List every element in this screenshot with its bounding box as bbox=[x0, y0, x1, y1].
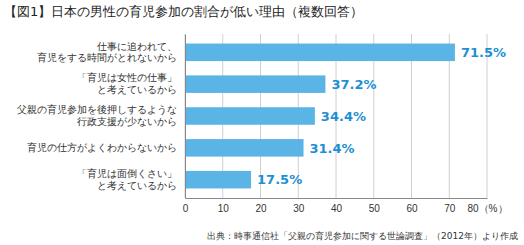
tick: 70 bbox=[444, 198, 456, 214]
tick-label: 10 bbox=[218, 203, 230, 214]
grid bbox=[185, 34, 487, 198]
bars bbox=[185, 44, 455, 189]
tick-label: 「育児は女性の仕事」と考えているから bbox=[77, 72, 177, 95]
tick-label: 30 bbox=[293, 203, 305, 214]
title: 【図1】日本の男性の育児参加の割合が低い理由（複数回答） bbox=[4, 4, 363, 19]
tick-label-line: と考えているから bbox=[97, 180, 177, 191]
tick-label-line: 行政支援が少ないから bbox=[77, 116, 177, 127]
tick-label-line: 仕事に追われて、 bbox=[97, 41, 177, 52]
axis-line bbox=[186, 198, 488, 199]
tick: 30 bbox=[293, 198, 305, 214]
tick: 「育児は女性の仕事」と考えているから bbox=[77, 72, 185, 95]
tick: 育児の仕方がよくわからないから bbox=[27, 142, 185, 153]
bar bbox=[185, 44, 455, 62]
bar bbox=[185, 139, 304, 157]
tick-label-line: 育児をする時間がとれないから bbox=[37, 53, 177, 64]
tick: 10 bbox=[218, 198, 230, 214]
tick: 仕事に追われて、育児をする時間がとれないから bbox=[37, 41, 185, 64]
tick-label-line: 父親の育児参加を後押しするような bbox=[17, 104, 177, 115]
tick-label-line: 育児の仕方がよくわからないから bbox=[27, 142, 177, 153]
axis-line bbox=[185, 35, 186, 199]
tick: 50 bbox=[369, 198, 381, 214]
tick-label: 育児の仕方がよくわからないから bbox=[27, 142, 177, 153]
tick-label: 20 bbox=[255, 203, 267, 214]
tick-label: 80（%） bbox=[467, 203, 507, 214]
tick: 40 bbox=[331, 198, 343, 214]
x-axis: 0 10 20 30 40 50 60 70 80（%） bbox=[183, 198, 508, 214]
tick: 0 bbox=[183, 198, 189, 214]
tick: 80（%） bbox=[467, 198, 507, 214]
tick-label-line: 「育児は女性の仕事」 bbox=[77, 72, 177, 83]
grid-line bbox=[185, 34, 186, 198]
source: 出典：時事通信社「父親の育児参加に関する世論調査」（2012年）より作成 bbox=[207, 231, 518, 241]
data-label: 34.4% bbox=[321, 109, 366, 124]
tick: 20 bbox=[255, 198, 267, 214]
chart: 【図1】日本の男性の育児参加の割合が低い理由（複数回答） 0 10 20 30 40 50 6… bbox=[0, 0, 524, 245]
tick-label: 70 bbox=[444, 203, 456, 214]
tick-label: 60 bbox=[406, 203, 418, 214]
tick-label: 父親の育児参加を後押しするような行政支援が少ないから bbox=[17, 104, 177, 127]
tick-label: 「育児は面倒くさい」と考えているから bbox=[77, 168, 177, 191]
tick: 「育児は面倒くさい」と考えているから bbox=[77, 168, 185, 191]
data-label: 71.5% bbox=[461, 45, 506, 60]
y-axis: 仕事に追われて、育児をする時間がとれないから「育児は女性の仕事」と考えているから… bbox=[17, 35, 186, 199]
bar bbox=[185, 107, 315, 125]
data-label: 17.5% bbox=[257, 172, 302, 187]
tick: 60 bbox=[406, 198, 418, 214]
tick-label-line: と考えているから bbox=[97, 84, 177, 95]
data-label: 31.4% bbox=[310, 141, 355, 156]
bar bbox=[185, 171, 251, 189]
tick-label: 0 bbox=[183, 203, 189, 214]
tick-label-line: 「育児は面倒くさい」 bbox=[77, 168, 177, 179]
tick-label: 50 bbox=[369, 203, 381, 214]
bar bbox=[185, 75, 325, 93]
tick-label: 仕事に追われて、育児をする時間がとれないから bbox=[37, 41, 177, 64]
tick: 父親の育児参加を後押しするような行政支援が少ないから bbox=[17, 104, 185, 127]
tick-label: 40 bbox=[331, 203, 343, 214]
data-label: 37.2% bbox=[331, 77, 376, 92]
data-labels: 71.5% 37.2% 34.4% 31.4% 17.5% bbox=[257, 45, 506, 187]
